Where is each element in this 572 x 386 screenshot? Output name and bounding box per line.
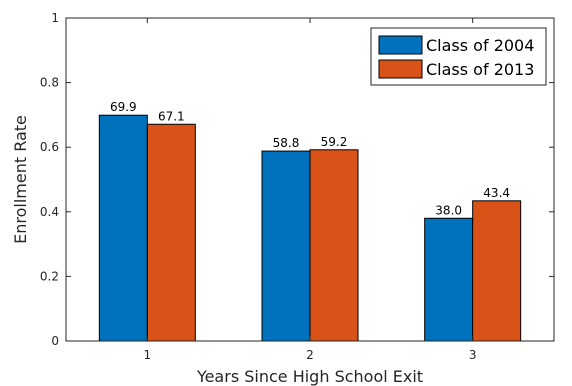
y-axis-title: Enrollment Rate [11,115,30,244]
legend-swatch [378,35,423,55]
x-axis: 1 2 3 [144,18,477,362]
x-tick-label: 2 [306,348,314,362]
bar-value-label: 38.0 [435,203,462,217]
y-tick-label: 0 [51,334,59,348]
bar [146,123,196,342]
x-tick-label: 3 [469,348,477,362]
legend: Class of 2004 Class of 2013 [370,27,547,86]
bar [261,150,311,342]
bar-value-label: 58.8 [273,136,300,150]
bar-value-label: 69.9 [110,100,137,114]
x-tick-label: 1 [144,348,152,362]
bar [309,149,359,342]
bar-value-label: 67.1 [158,109,185,123]
bar [472,200,522,342]
legend-label: Class of 2004 [426,36,534,55]
x-axis-title: Years Since High School Exit [196,367,423,386]
legend-label: Class of 2013 [426,60,534,79]
legend-swatch [378,59,423,79]
bar-value-label: 43.4 [483,186,510,200]
bar-value-label: 59.2 [321,135,348,149]
y-tick-label: 1 [51,11,59,25]
y-tick-label: 0.4 [40,205,59,219]
bar [98,114,148,342]
data-labels-layer: 69.9 67.1 58.8 59.2 38.0 43.4 [110,100,510,217]
y-axis: 0 0.2 0.4 0.6 0.8 1 [40,11,554,348]
y-tick-label: 0.2 [40,269,59,283]
y-tick-label: 0.6 [40,140,59,154]
y-tick-label: 0.8 [40,76,59,90]
bars-layer [98,114,522,342]
bar [424,217,474,342]
